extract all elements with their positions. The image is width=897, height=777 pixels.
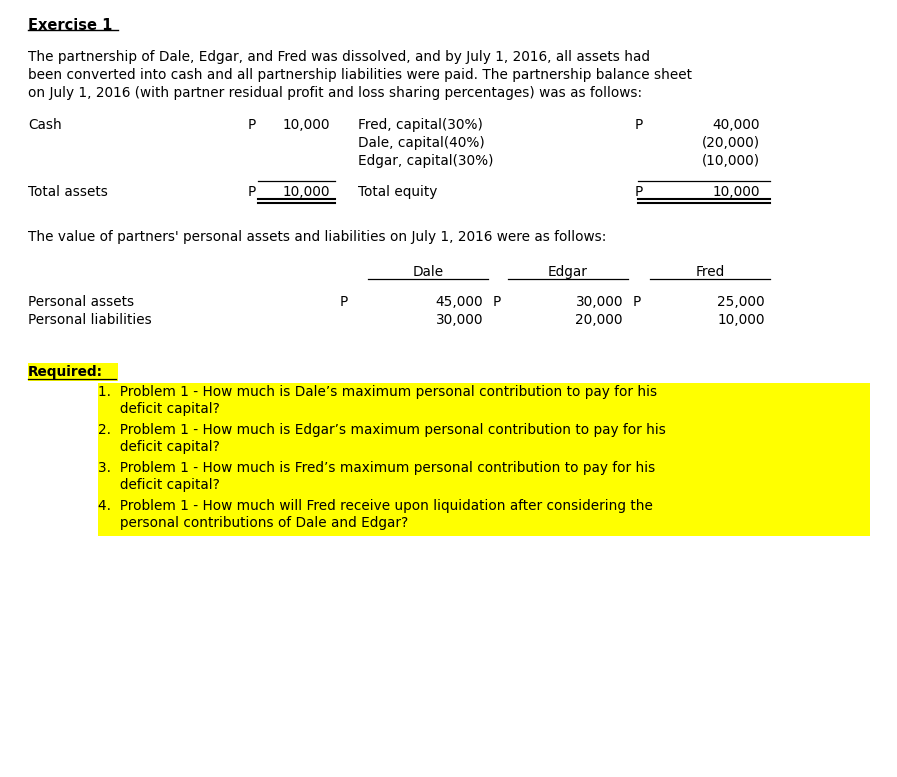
Bar: [98, 459, 870, 498]
Text: (20,000): (20,000): [701, 136, 760, 150]
Text: Exercise 1: Exercise 1: [28, 18, 112, 33]
Text: P: P: [340, 295, 348, 309]
Text: 10,000: 10,000: [283, 185, 330, 199]
Text: 10,000: 10,000: [712, 185, 760, 199]
Text: 2.  Problem 1 - How much is Edgar’s maximum personal contribution to pay for his: 2. Problem 1 - How much is Edgar’s maxim…: [98, 423, 666, 437]
Text: 40,000: 40,000: [712, 118, 760, 132]
Text: P: P: [248, 118, 257, 132]
Text: 25,000: 25,000: [718, 295, 765, 309]
Text: Fred: Fred: [695, 265, 725, 279]
Text: 30,000: 30,000: [436, 313, 483, 327]
Text: Dale, capital(40%): Dale, capital(40%): [358, 136, 484, 150]
Text: on July 1, 2016 (with partner residual profit and loss sharing percentages) was : on July 1, 2016 (with partner residual p…: [28, 86, 642, 100]
Text: 10,000: 10,000: [283, 118, 330, 132]
Text: deficit capital?: deficit capital?: [98, 440, 220, 454]
Text: P: P: [248, 185, 257, 199]
Text: 1.  Problem 1 - How much is Dale’s maximum personal contribution to pay for his: 1. Problem 1 - How much is Dale’s maximu…: [98, 385, 658, 399]
Text: P: P: [635, 185, 643, 199]
Text: Personal liabilities: Personal liabilities: [28, 313, 152, 327]
Text: Edgar, capital(30%): Edgar, capital(30%): [358, 154, 493, 168]
Text: 30,000: 30,000: [576, 295, 623, 309]
Text: P: P: [493, 295, 501, 309]
Text: 3.  Problem 1 - How much is Fred’s maximum personal contribution to pay for his: 3. Problem 1 - How much is Fred’s maximu…: [98, 461, 655, 475]
Text: (10,000): (10,000): [701, 154, 760, 168]
Text: Total equity: Total equity: [358, 185, 438, 199]
Text: 10,000: 10,000: [718, 313, 765, 327]
Bar: [98, 497, 870, 536]
Text: Required:: Required:: [28, 365, 103, 379]
Text: personal contributions of Dale and Edgar?: personal contributions of Dale and Edgar…: [98, 516, 408, 530]
Text: Fred, capital(30%): Fred, capital(30%): [358, 118, 483, 132]
Text: P: P: [633, 295, 641, 309]
Text: The partnership of Dale, Edgar, and Fred was dissolved, and by July 1, 2016, all: The partnership of Dale, Edgar, and Fred…: [28, 50, 650, 64]
Text: 20,000: 20,000: [576, 313, 623, 327]
Bar: [98, 383, 870, 422]
Text: Cash: Cash: [28, 118, 62, 132]
Text: 45,000: 45,000: [435, 295, 483, 309]
Text: Total assets: Total assets: [28, 185, 108, 199]
Text: P: P: [635, 118, 643, 132]
Text: Edgar: Edgar: [548, 265, 588, 279]
Text: been converted into cash and all partnership liabilities were paid. The partners: been converted into cash and all partner…: [28, 68, 692, 82]
Text: 4.  Problem 1 - How much will Fred receive upon liquidation after considering th: 4. Problem 1 - How much will Fred receiv…: [98, 499, 653, 513]
Text: Dale: Dale: [413, 265, 443, 279]
Text: The value of partners' personal assets and liabilities on July 1, 2016 were as f: The value of partners' personal assets a…: [28, 230, 606, 244]
Text: deficit capital?: deficit capital?: [98, 478, 220, 492]
Text: Personal assets: Personal assets: [28, 295, 135, 309]
Text: deficit capital?: deficit capital?: [98, 402, 220, 416]
Bar: [98, 421, 870, 460]
Bar: [28, 363, 118, 381]
